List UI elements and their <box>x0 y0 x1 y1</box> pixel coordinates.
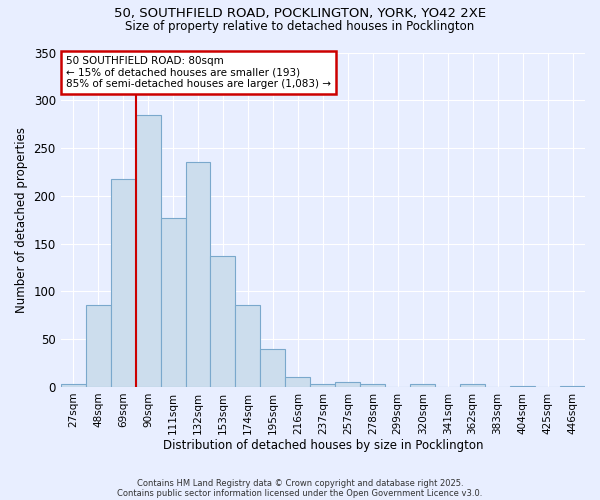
Bar <box>86 305 110 387</box>
Bar <box>510 386 535 387</box>
Bar <box>136 114 161 387</box>
Bar <box>460 384 485 387</box>
Text: Contains HM Land Registry data © Crown copyright and database right 2025.: Contains HM Land Registry data © Crown c… <box>137 478 463 488</box>
Y-axis label: Number of detached properties: Number of detached properties <box>15 126 28 312</box>
Bar <box>310 384 335 387</box>
X-axis label: Distribution of detached houses by size in Pocklington: Distribution of detached houses by size … <box>163 440 483 452</box>
Text: 50, SOUTHFIELD ROAD, POCKLINGTON, YORK, YO42 2XE: 50, SOUTHFIELD ROAD, POCKLINGTON, YORK, … <box>114 8 486 20</box>
Text: 50 SOUTHFIELD ROAD: 80sqm
← 15% of detached houses are smaller (193)
85% of semi: 50 SOUTHFIELD ROAD: 80sqm ← 15% of detac… <box>66 56 331 89</box>
Bar <box>110 178 136 387</box>
Bar <box>61 384 86 387</box>
Bar <box>185 162 211 387</box>
Bar <box>360 384 385 387</box>
Text: Contains public sector information licensed under the Open Government Licence v3: Contains public sector information licen… <box>118 488 482 498</box>
Bar <box>161 218 185 387</box>
Bar <box>410 384 435 387</box>
Bar <box>560 386 585 387</box>
Bar <box>286 378 310 387</box>
Bar <box>211 256 235 387</box>
Bar <box>335 382 360 387</box>
Bar <box>260 348 286 387</box>
Bar <box>235 305 260 387</box>
Text: Size of property relative to detached houses in Pocklington: Size of property relative to detached ho… <box>125 20 475 33</box>
